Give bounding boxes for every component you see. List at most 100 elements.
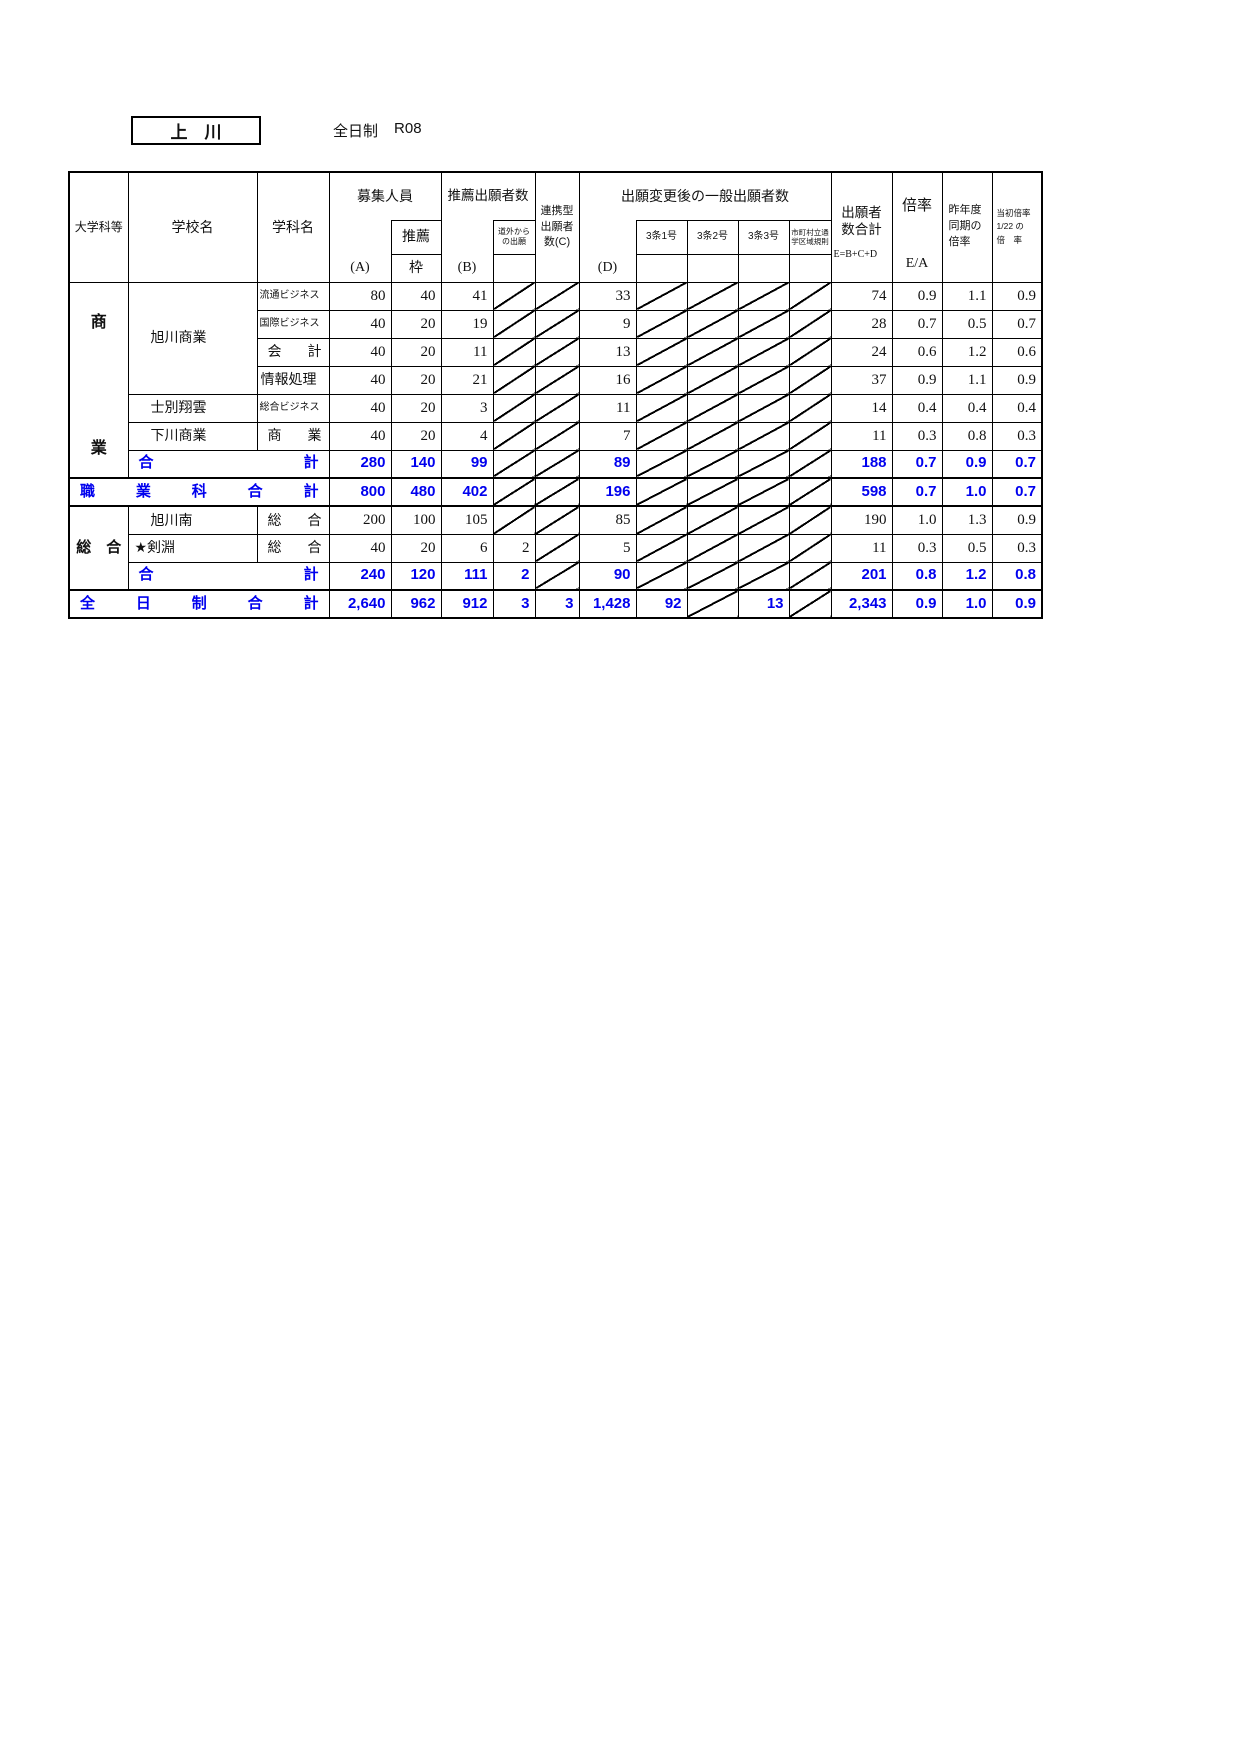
diagonal-cell [635,477,688,507]
diagonal-cell [686,477,739,507]
row-shimokawa-shogyo: 下川商業商業 40 20 4 7 11 0.3 0.8 0.3 [69,421,1043,451]
subject-sogo: 総合 [256,533,330,563]
system-type-label: 全日制 [333,123,379,140]
spacer-cell [788,253,832,283]
value-cell: 16 [578,365,637,395]
value-cell: 11 [830,533,893,563]
table-head: 大学科等 学校名 学科名 募集人員 推薦出願者数 連携型 出願者 数(C) 出願… [68,171,1043,283]
diagonal-cell [686,589,739,619]
row-shokugyoka-total: 職業科合計 800 480 402 196 598 0.7 1.0 0.7 [68,477,1043,507]
total-formula-label: E=B+C+D [833,249,878,260]
diagonal-cell [492,421,536,451]
value-cell: 0.9 [941,449,993,479]
col-header-ratio: 倍率 E/A [891,171,943,283]
value-cell: 2,640 [328,589,392,619]
spacer-cell [328,220,392,254]
value-cell: 0.9 [891,589,943,619]
diagonal-cell [788,281,832,311]
value-cell: 1.2 [941,337,993,367]
value-cell: 120 [390,561,442,591]
value-cell: 85 [578,505,637,535]
diagonal-cell [788,309,832,339]
value-cell: 13 [578,337,637,367]
diagonal-cell [788,365,832,395]
subject-kaikei: 会計 [256,337,330,367]
school-asahikawa-shogyo: 旭川商業 [127,281,258,395]
diagonal-cell [534,505,580,535]
ratio-formula-label: E/A [905,256,929,271]
col-header-municipal-rule: 市町村立通 学区域規則 [788,219,832,255]
value-cell: 3 [492,589,536,619]
value-cell: 0.6 [991,337,1043,367]
col-header-dogai: 道外から の出願 [492,219,536,255]
diagonal-cell [737,365,790,395]
header-row-3: (A) 枠 (B) (D) [69,253,1042,283]
admission-table-wrap: 大学科等 学校名 学科名 募集人員 推薦出願者数 連携型 出願者 数(C) 出願… [68,171,1044,619]
school-kembuchi: ★剣淵 [127,533,258,563]
value-cell: 1.0 [941,589,993,619]
col-header-category: 大学科等 [68,171,129,283]
value-cell: 111 [440,561,494,591]
region-label: 上 川 [170,123,222,142]
diagonal-cell [492,365,536,395]
value-cell: 3 [534,589,580,619]
value-cell: 0.3 [891,421,943,451]
value-cell: 0.4 [891,393,943,423]
category-shogyo: 商業 [68,281,129,479]
value-cell: 40 [328,421,392,451]
spacer-cell [686,253,739,283]
value-cell: 0.9 [991,281,1043,311]
diagonal-cell [686,337,739,367]
subject-joho-shori: 情報処理 [256,365,330,395]
value-cell: 24 [830,337,893,367]
diagonal-cell [788,477,832,507]
col-header-art3-2: 3条2号 [686,219,739,255]
col-header-art3-1: 3条1号 [635,219,688,255]
spacer-cell [737,253,790,283]
diagonal-cell [635,561,688,591]
diagonal-cell [737,393,790,423]
diagonal-cell [534,449,580,479]
diagonal-cell [737,337,790,367]
diagonal-cell [534,337,580,367]
value-cell: 19 [440,309,494,339]
diagonal-cell [635,309,688,339]
row-asahikawa-minami: 総 合旭川南総合 200 100 105 85 190 1.0 1.3 0.9 [68,505,1043,591]
diagonal-cell [686,281,739,311]
diagonal-cell [492,505,536,535]
school-shimokawa-shogyo: 下川商業 [127,421,258,451]
value-cell: 37 [830,365,893,395]
value-cell: 90 [578,561,637,591]
diagonal-cell [737,421,790,451]
diagonal-cell [492,281,536,311]
diagonal-cell [635,449,688,479]
diagonal-cell [737,449,790,479]
diagonal-cell [492,337,536,367]
col-header-d: (D) [578,254,637,283]
value-cell: 2,343 [830,589,893,619]
value-cell: 11 [440,337,494,367]
diagonal-cell [635,393,688,423]
subtotal-label-shogyo: 合計 [127,449,330,479]
diagonal-cell [492,449,536,479]
value-cell: 1.1 [941,365,993,395]
subtotal-label-sogo: 合計 [127,561,330,591]
col-header-subject: 学科名 [256,171,330,283]
value-cell: 201 [830,561,893,591]
value-cell: 100 [390,505,442,535]
value-cell: 2 [492,533,536,563]
value-cell: 0.7 [891,449,943,479]
col-header-suisen: 推薦 [390,219,442,255]
category-sogo: 総 合 [68,505,129,591]
spacer-cell [578,220,637,254]
ratio-label: 倍率 [902,196,933,214]
value-cell: 40 [390,281,442,311]
col-header-art3-3: 3条3号 [737,219,790,255]
value-cell: 1.3 [941,505,993,535]
value-cell: 280 [328,449,392,479]
diagonal-cell [492,393,536,423]
value-cell: 0.7 [991,309,1043,339]
diagonal-cell [686,533,739,563]
diagonal-cell [635,505,688,535]
